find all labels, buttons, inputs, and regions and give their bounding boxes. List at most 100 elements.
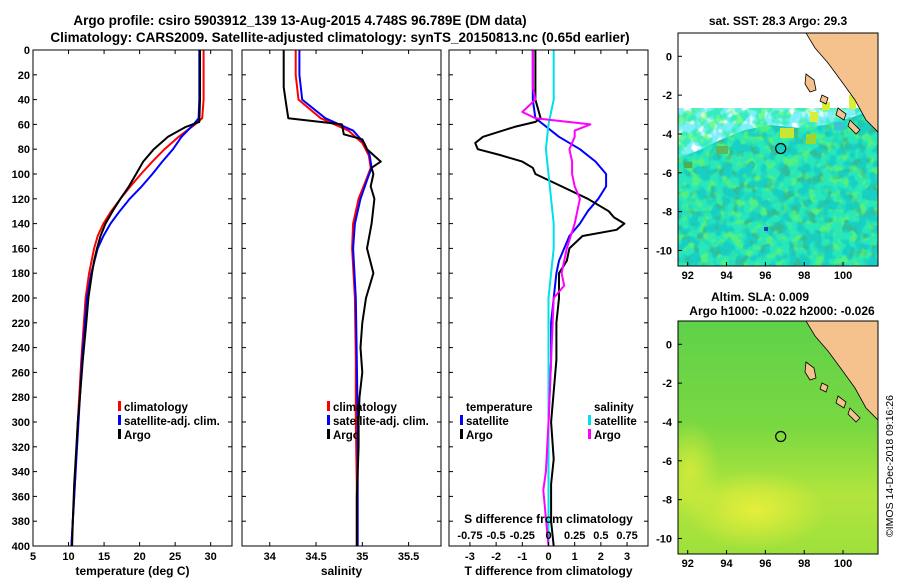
legend-swatch-satellite [118,415,121,425]
x-tick-label: 100 [834,558,852,570]
series-line-argo [71,50,201,547]
credit-text: ©IMOS 14-Dec-2018 09:16:26 [884,395,896,537]
legend-swatch-climatology [118,401,121,411]
map-frame [677,32,879,267]
y-tick-label: 340 [12,467,30,479]
sst-cell [806,134,816,144]
legend-swatch-climatology [327,401,330,411]
y-tick-label: -4 [662,129,673,141]
legend-salinity-header: salinity [594,402,634,414]
sla-map-high [685,470,825,550]
island-land [835,395,847,409]
x-tick-label: -3 [465,551,475,563]
series-line-s-argo [521,50,592,547]
legend-climatology: climatology [124,402,189,414]
sla-map-high [678,420,720,520]
x-tick-label: 94 [720,270,733,282]
x-tick-label: 0 [545,551,551,563]
island-land [819,94,829,105]
x-tick-label: 3 [624,551,630,563]
y-tick-label: -2 [662,378,672,390]
series-line-climatology [70,50,205,547]
x-tick-label: 94 [720,558,733,570]
y-tick-label: 260 [12,367,30,379]
sst-map [678,33,878,266]
difference-legend: temperature satellite Argo salinity sate… [460,402,637,442]
sla-map [678,321,878,554]
y-tick-label: 240 [12,343,30,355]
legend-satellite-adj: satellite-adj. clim. [124,416,220,428]
sst-map-frame: 92 94 96 98 100 0 -2 -4 -6 -8 -10 [656,32,879,282]
temperature-panel: 0 20 40 60 80 100 120 140 160 180 200 220 240 260 280 3… [12,45,233,578]
y-tick-label: 0 [666,339,672,351]
y-tick-label: -8 [662,495,672,507]
island-land [847,407,861,423]
x-tick-label: -1 [517,551,527,563]
sst-cell [684,162,692,168]
legend-swatch-s-argo [588,429,591,439]
x-tick-label: 96 [759,270,771,282]
sst-map-title: sat. SST: 28.3 Argo: 29.3 [709,14,848,28]
y-tick-label: 0 [24,45,30,57]
difference-panel: -3 -2 -1 0 1 2 3T difference from climatology S… [448,49,649,578]
plot-frame [32,49,233,547]
x2-tick-label: -0.25 [510,530,535,542]
y-tick-label: 140 [12,219,30,231]
series-line-t-argo [474,50,626,547]
title-line1: Argo profile: csiro 5903912_139 13-Aug-2… [73,13,526,28]
y-tick-label: 380 [12,516,30,528]
legend-t-satellite: satellite [466,416,509,428]
x-tick-label: 100 [834,270,852,282]
x-tick-label: 34.5 [305,551,326,563]
x-tick-label: 96 [759,558,771,570]
y-tick-label: 220 [12,318,30,330]
legend-argo: Argo [333,430,360,442]
x-tick-label: 98 [798,558,810,570]
x-axis-label: salinity [321,564,363,578]
x-tick-label: 1 [572,551,578,563]
sla-map-title: Altim. SLA: 0.009 [711,290,809,304]
x-tick-label: 10 [62,551,74,563]
sst-cell [716,146,728,154]
series-line-climatology [294,50,372,546]
sst-cell [780,128,794,138]
y-tick-label: 80 [18,144,30,156]
y-tick-label: -6 [662,456,672,468]
x-tick-label: 35.5 [398,551,419,563]
island-land [835,107,847,121]
sst-cell [822,102,830,110]
y-tick-label: -2 [662,90,672,102]
sumatra-land [805,321,878,421]
legend-swatch-satellite [327,415,330,425]
sst-cell [764,227,768,231]
legend-temperature-header: temperature [466,402,532,414]
map-frame [677,320,879,555]
y-tick-label: 320 [12,442,30,454]
y-tick-label: 120 [12,194,30,206]
x-tick-label: -2 [491,551,501,563]
legend-swatch-argo [118,429,121,439]
x-tick-label: 2 [598,551,604,563]
y-tick-label: 160 [12,243,30,255]
x2-tick-label: 0 [545,530,551,542]
x2-tick-label: -0.5 [487,530,506,542]
y-tick-label: 280 [12,392,30,404]
y-tick-label: 40 [18,95,30,107]
x-tick-label: 25 [169,551,181,563]
x2-tick-label: 0.75 [616,530,637,542]
temperature-legend: climatology satellite-adj. clim. Argo [118,401,220,442]
legend-argo: Argo [124,430,151,442]
sla-map-frame: 92 94 96 98 100 0 -2 -4 -6 -8 -10 [656,320,879,570]
series-line-argo [282,50,382,546]
y-tick-label: -10 [656,245,672,257]
legend-swatch-t-satellite [460,415,463,425]
y-tick-label: 180 [12,268,30,280]
legend-t-argo: Argo [466,430,493,442]
sst-cell [810,112,818,122]
x-tick-label: 98 [798,270,810,282]
title-line2: Climatology: CARS2009. Satellite-adjuste… [50,30,629,45]
x-tick-label: 35 [356,551,368,563]
series-line-satellite-adj-clim- [298,50,373,546]
sumatra-land [805,33,878,133]
x-tick-label: 92 [682,270,694,282]
